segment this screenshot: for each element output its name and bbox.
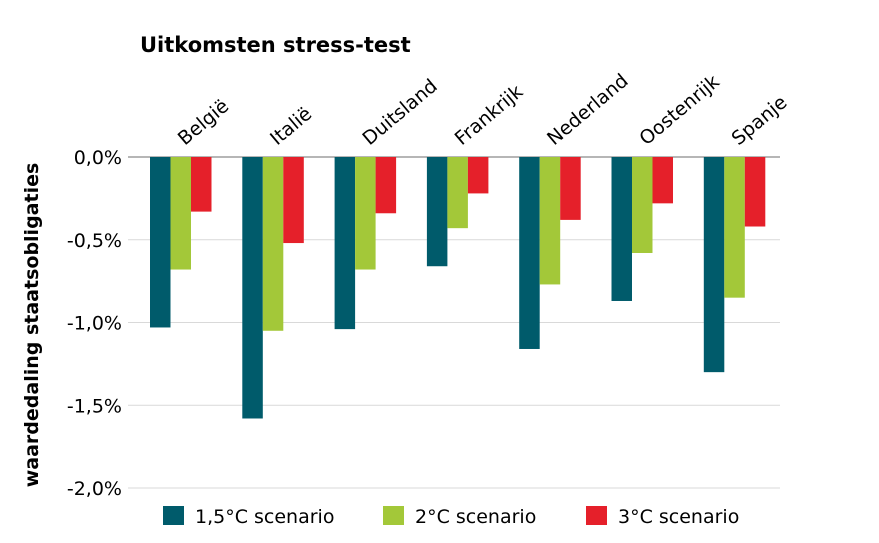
bar <box>652 157 673 204</box>
legend-swatch <box>586 506 607 525</box>
legend-label: 2°C scenario <box>415 506 536 528</box>
bars <box>150 157 766 419</box>
bar <box>242 157 263 419</box>
category-label: Oostenrijk <box>635 71 723 150</box>
bar <box>170 157 191 270</box>
bar <box>334 157 356 330</box>
chart-title: Uitkomsten stress-test <box>140 33 411 57</box>
category-label: Spanje <box>728 91 792 149</box>
bar <box>724 157 745 298</box>
legend-label: 1,5°C scenario <box>195 506 334 528</box>
y-tick-label: 0,0% <box>74 147 122 169</box>
bar <box>191 157 212 212</box>
category-labels: België Italië Duitsland Frankrijk Nederland O… <box>174 70 792 150</box>
bar <box>519 157 540 349</box>
bar <box>262 157 284 331</box>
bar <box>283 157 304 244</box>
bar <box>467 157 489 194</box>
legend-swatch <box>383 506 404 525</box>
bar <box>150 157 171 328</box>
bar <box>611 157 632 301</box>
category-label: Italië <box>266 103 316 150</box>
bar <box>744 157 766 227</box>
bar <box>632 157 653 253</box>
y-tick-label: -1,5% <box>67 395 122 417</box>
category-label: Nederland <box>543 70 633 150</box>
category-label: België <box>174 95 233 150</box>
y-axis-label: waardedaling staatsobligaties <box>21 163 43 488</box>
bar <box>703 157 725 373</box>
legend-label: 3°C scenario <box>618 506 739 528</box>
bar <box>355 157 376 270</box>
bar <box>447 157 468 229</box>
y-tick-label: -1,0% <box>67 313 122 335</box>
bar <box>539 157 561 285</box>
legend-swatch <box>163 506 184 525</box>
y-axis-ticks: 0,0% -0,5% -1,0% -1,5% -2,0% <box>67 147 122 500</box>
legend-item: 1,5°C scenario <box>163 506 334 528</box>
bar <box>426 157 448 267</box>
category-label: Frankrijk <box>451 81 528 150</box>
y-tick-label: -0,5% <box>67 230 122 252</box>
category-label: Duitsland <box>358 75 441 150</box>
y-tick-label: -2,0% <box>67 478 122 500</box>
legend-item: 2°C scenario <box>383 506 536 528</box>
legend-item: 3°C scenario <box>586 506 739 528</box>
bar <box>375 157 397 214</box>
legend: 1,5°C scenario 2°C scenario 3°C scenario <box>163 506 739 528</box>
bar <box>560 157 581 220</box>
